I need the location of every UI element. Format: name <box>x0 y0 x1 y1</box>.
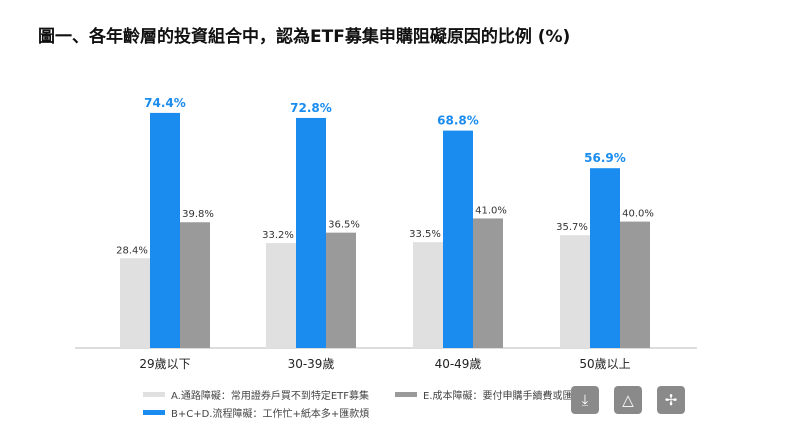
bar <box>413 242 443 348</box>
bar <box>296 117 326 349</box>
legend-item-a: A.通路障礙：常用證券戶買不到特定ETF募集 <box>143 387 369 402</box>
x-tick-label: 30-39歲 <box>288 357 335 371</box>
legend-item-e: E.成本障礙：要付申購手續費或匯費 <box>395 387 583 402</box>
bar <box>120 258 150 348</box>
bar <box>326 232 356 348</box>
bar <box>473 218 503 348</box>
legend-swatch <box>395 392 417 397</box>
data-label: 74.4% <box>144 96 186 110</box>
legend-swatch <box>143 392 165 397</box>
legend-swatch <box>143 410 165 415</box>
data-label: 72.8% <box>290 101 332 115</box>
legend-label: B+C+D.流程障礙：工作忙+紙本多+匯款煩 <box>171 409 370 420</box>
x-tick-label: 29歲以下 <box>139 357 190 371</box>
bar <box>560 235 590 348</box>
data-label: 56.9% <box>584 151 626 165</box>
data-label: 33.5% <box>409 229 441 240</box>
share-icon: ✢ <box>664 391 678 409</box>
data-label: 39.8% <box>182 209 214 220</box>
download-button[interactable]: ⤓ <box>571 386 599 414</box>
bar <box>443 130 473 348</box>
data-label: 28.4% <box>116 245 148 256</box>
data-label: 36.5% <box>328 220 360 231</box>
share-button[interactable]: ✢ <box>657 386 685 414</box>
bar <box>590 168 620 348</box>
x-tick-label: 50歲以上 <box>579 357 630 371</box>
data-label: 40.0% <box>622 209 654 220</box>
add-to-drive-icon: △ <box>622 391 634 409</box>
data-label: 41.0% <box>475 205 507 216</box>
bar <box>180 222 210 348</box>
legend-label: E.成本障礙：要付申購手續費或匯費 <box>423 391 583 402</box>
bar <box>266 243 296 348</box>
legend-label: A.通路障礙：常用證券戶買不到特定ETF募集 <box>171 391 370 402</box>
download-icon: ⤓ <box>581 391 589 409</box>
data-label: 33.2% <box>262 230 294 241</box>
data-label: 35.7% <box>556 222 588 233</box>
chart-title: 圖一、各年齡層的投資組合中，認為ETF募集申購阻礙原因的比例 (%) <box>38 27 571 47</box>
add-to-drive-button[interactable]: △ <box>614 386 642 414</box>
bar <box>150 112 180 348</box>
data-label: 68.8% <box>437 114 479 128</box>
bar <box>620 221 650 348</box>
legend-item-bcd: B+C+D.流程障礙：工作忙+紙本多+匯款煩 <box>143 405 369 420</box>
x-tick-label: 40-49歲 <box>435 357 482 371</box>
